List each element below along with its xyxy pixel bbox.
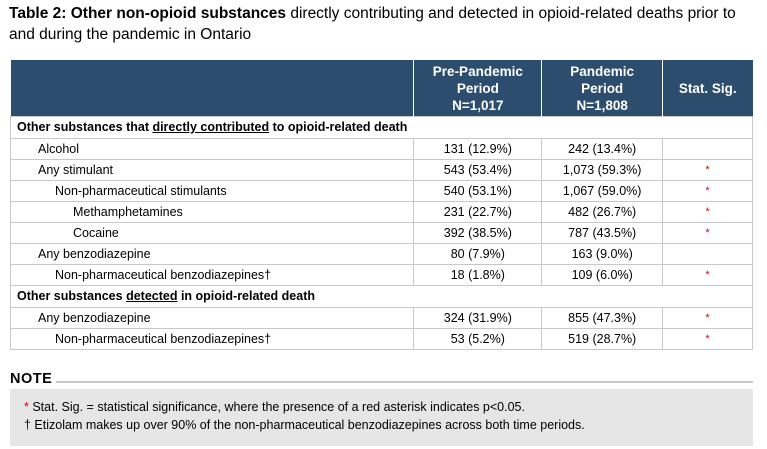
row-stat-sig: *	[662, 307, 753, 329]
table-row: Alcohol 131 (12.9%) 242 (13.4%)	[9, 138, 753, 160]
row-stat-sig: *	[662, 180, 753, 202]
row-pre-value: 540 (53.1%)	[413, 180, 543, 202]
row-pre-value: 53 (5.2%)	[413, 328, 543, 350]
row-label: Non-pharmaceutical benzodiazepines†	[9, 328, 415, 350]
note-line-etizolam: † Etizolam makes up over 90% of the non-…	[24, 418, 585, 432]
header-pandemic: Pandemic Period N=1,808	[541, 60, 664, 117]
row-pandemic-value: 482 (26.7%)	[541, 201, 664, 223]
row-label: Methamphetamines	[9, 201, 415, 223]
table-row: Cocaine 392 (38.5%) 787 (43.5%) *	[9, 222, 753, 244]
red-asterisk: *	[24, 400, 29, 414]
row-stat-sig	[662, 243, 753, 265]
row-pandemic-value: 855 (47.3%)	[541, 307, 664, 329]
table-row: Methamphetamines 231 (22.7%) 482 (26.7%)…	[9, 201, 753, 223]
row-stat-sig: *	[662, 201, 753, 223]
row-pandemic-value: 242 (13.4%)	[541, 138, 664, 160]
row-label: Cocaine	[9, 222, 415, 244]
row-pre-value: 231 (22.7%)	[413, 201, 543, 223]
note-box: * Stat. Sig. = statistical significance,…	[10, 389, 753, 446]
row-stat-sig: *	[662, 264, 753, 286]
row-stat-sig: *	[662, 222, 753, 244]
table-row: Any benzodiazepine 324 (31.9%) 855 (47.3…	[9, 307, 753, 329]
note-heading: NOTE	[10, 371, 753, 387]
header-pre-pandemic: Pre-Pandemic Period N=1,017	[413, 60, 543, 117]
row-stat-sig: *	[662, 159, 753, 181]
table-row: Any stimulant 543 (53.4%) 1,073 (59.3%) …	[9, 159, 753, 181]
row-pre-value: 131 (12.9%)	[413, 138, 543, 160]
section-directly-contributed: Other substances that directly contribut…	[10, 116, 753, 139]
row-pandemic-value: 1,067 (59.0%)	[541, 180, 664, 202]
row-pre-value: 18 (1.8%)	[413, 264, 543, 286]
table-title: Table 2: Other non-opioid substances dir…	[9, 3, 761, 45]
row-pandemic-value: 787 (43.5%)	[541, 222, 664, 244]
table-header-row: Pre-Pandemic Period N=1,017 Pandemic Per…	[10, 60, 753, 117]
note-line-significance: * Stat. Sig. = statistical significance,…	[24, 400, 525, 414]
row-pandemic-value: 519 (28.7%)	[541, 328, 664, 350]
row-stat-sig	[662, 138, 753, 160]
table-row: Non-pharmaceutical benzodiazepines† 53 (…	[9, 328, 753, 350]
row-label: Alcohol	[9, 138, 415, 160]
row-stat-sig: *	[662, 328, 753, 350]
row-label: Any benzodiazepine	[9, 307, 415, 329]
table-title-rest: directly contributing and detected in op…	[9, 5, 736, 43]
row-pre-value: 392 (38.5%)	[413, 222, 543, 244]
row-label: Non-pharmaceutical stimulants	[9, 180, 415, 202]
substances-table: Pre-Pandemic Period N=1,017 Pandemic Per…	[9, 60, 753, 350]
row-label: Any benzodiazepine	[9, 243, 415, 265]
row-pre-value: 324 (31.9%)	[413, 307, 543, 329]
table-row: Non-pharmaceutical benzodiazepines† 18 (…	[9, 264, 753, 286]
row-pre-value: 543 (53.4%)	[413, 159, 543, 181]
header-stat-sig: Stat. Sig.	[662, 60, 753, 117]
table-title-bold: Table 2: Other non-opioid substances	[9, 5, 287, 22]
row-pandemic-value: 163 (9.0%)	[541, 243, 664, 265]
row-label: Non-pharmaceutical benzodiazepines†	[9, 264, 415, 286]
row-pandemic-value: 1,073 (59.3%)	[541, 159, 664, 181]
row-pre-value: 80 (7.9%)	[413, 243, 543, 265]
note-label: NOTE	[10, 371, 53, 387]
row-label: Any stimulant	[9, 159, 415, 181]
note-divider	[56, 381, 753, 383]
table-row: Non-pharmaceutical stimulants 540 (53.1%…	[9, 180, 753, 202]
header-blank	[10, 60, 415, 117]
section-detected: Other substances detected in opioid-rela…	[10, 285, 753, 308]
table-row: Any benzodiazepine 80 (7.9%) 163 (9.0%)	[9, 243, 753, 265]
row-pandemic-value: 109 (6.0%)	[541, 264, 664, 286]
